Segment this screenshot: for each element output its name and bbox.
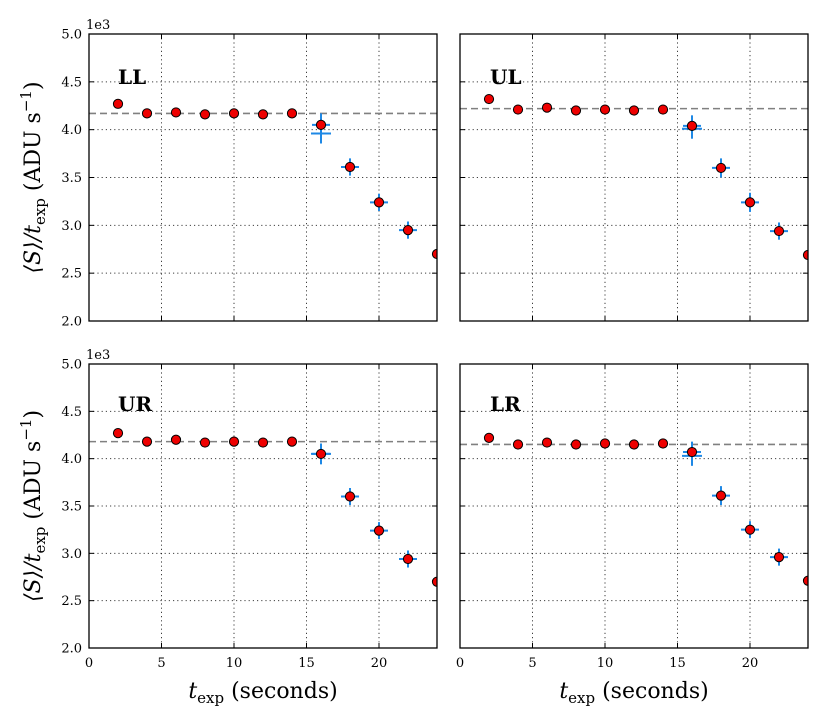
x-tick-label: 15 <box>669 656 686 671</box>
data-point <box>257 437 269 448</box>
data-point <box>170 434 182 445</box>
y-tick-label: 5.0 <box>61 28 82 43</box>
axes-frame <box>459 363 809 649</box>
data-point <box>570 105 582 116</box>
data-series <box>112 428 437 587</box>
data-point <box>512 104 524 115</box>
x-axis-title: texp (seconds) <box>559 679 708 707</box>
panel-lr: LR 0 5 10 15 20 texp (seconds) <box>456 363 809 707</box>
data-point <box>657 104 669 115</box>
data-series <box>483 93 808 261</box>
x-tick-label: 0 <box>85 656 93 671</box>
panel-label: UR <box>118 392 152 416</box>
y-multiplier-label: 1e3 <box>86 18 110 33</box>
y-tick-label: 5.0 <box>61 358 82 373</box>
data-point <box>541 437 553 448</box>
data-point <box>112 428 124 439</box>
y-axis-title: ⟨S⟩/texp (ADU s−1) <box>17 81 49 273</box>
data-point <box>599 104 611 115</box>
axes-frame <box>88 33 438 322</box>
panel-ur: UR 2.0 2.5 3.0 3.5 4.0 4.5 5.0 1e3 ⟨S⟩/texp (ADU … <box>17 348 438 707</box>
data-point <box>744 197 756 208</box>
x-tick-label: 5 <box>528 656 536 671</box>
y-tick-label: 4.5 <box>61 75 82 90</box>
data-point <box>657 438 669 449</box>
data-point <box>402 225 414 236</box>
data-point <box>373 525 385 536</box>
data-point <box>315 119 327 130</box>
panel-label: LL <box>118 65 146 89</box>
data-point <box>744 524 756 535</box>
data-point <box>141 436 153 447</box>
y-tick-label: 3.0 <box>61 547 82 562</box>
y-axis-title: ⟨S⟩/texp (ADU s−1) <box>17 410 49 602</box>
data-point <box>286 436 298 447</box>
data-point <box>628 439 640 450</box>
data-point <box>802 249 808 261</box>
data-point <box>541 102 553 113</box>
data-point <box>199 109 211 120</box>
data-point <box>373 197 385 208</box>
y-tick-label: 2.0 <box>61 315 82 330</box>
data-point <box>599 438 611 449</box>
y-tick-label: 2.5 <box>61 267 82 282</box>
data-point <box>402 553 414 565</box>
data-point <box>344 491 356 502</box>
x-tick-label: 15 <box>298 656 315 671</box>
data-point <box>512 439 524 450</box>
x-tick-label: 20 <box>742 656 759 671</box>
data-point <box>483 93 495 105</box>
data-point <box>286 108 298 119</box>
data-point <box>686 120 698 131</box>
data-point <box>715 490 727 501</box>
data-point <box>199 437 211 448</box>
x-tick-label: 10 <box>597 656 614 671</box>
axes-frame <box>459 33 809 322</box>
data-point <box>141 108 153 119</box>
x-axis-title: texp (seconds) <box>188 679 337 707</box>
data-point <box>170 107 182 118</box>
y-multiplier-label: 1e3 <box>86 348 110 363</box>
data-point <box>315 448 327 460</box>
y-tick-label: 3.5 <box>61 171 82 186</box>
panel-ul: UL <box>459 33 809 322</box>
data-series <box>483 432 808 586</box>
x-tick-label: 0 <box>456 656 464 671</box>
x-tick-label: 10 <box>226 656 243 671</box>
data-point <box>773 552 785 563</box>
x-tick-label: 20 <box>371 656 388 671</box>
y-tick-label: 3.0 <box>61 219 82 234</box>
y-tick-label: 3.5 <box>61 500 82 515</box>
data-point <box>483 432 495 443</box>
data-point <box>686 446 698 458</box>
data-point <box>570 439 582 450</box>
panel-label: UL <box>490 65 522 89</box>
data-point <box>112 98 124 109</box>
data-point <box>257 109 269 120</box>
panel-label: LR <box>490 392 521 416</box>
axes-frame <box>88 363 438 649</box>
panel-ll: LL 2.0 2.5 3.0 3.5 4.0 4.5 5.0 1e3 ⟨S⟩/texp (ADU … <box>17 18 438 330</box>
x-tick-label: 5 <box>157 656 165 671</box>
data-point <box>715 162 727 174</box>
y-tick-label: 2.5 <box>61 594 82 609</box>
data-point <box>344 161 356 173</box>
data-point <box>628 105 640 116</box>
data-point <box>802 575 808 586</box>
data-point <box>773 225 785 237</box>
data-point <box>228 108 240 119</box>
data-point <box>228 436 240 447</box>
y-tick-label: 4.0 <box>61 452 82 467</box>
data-series <box>112 98 437 260</box>
y-tick-label: 2.0 <box>61 642 82 657</box>
y-tick-label: 4.5 <box>61 405 82 420</box>
y-tick-label: 4.0 <box>61 123 82 138</box>
